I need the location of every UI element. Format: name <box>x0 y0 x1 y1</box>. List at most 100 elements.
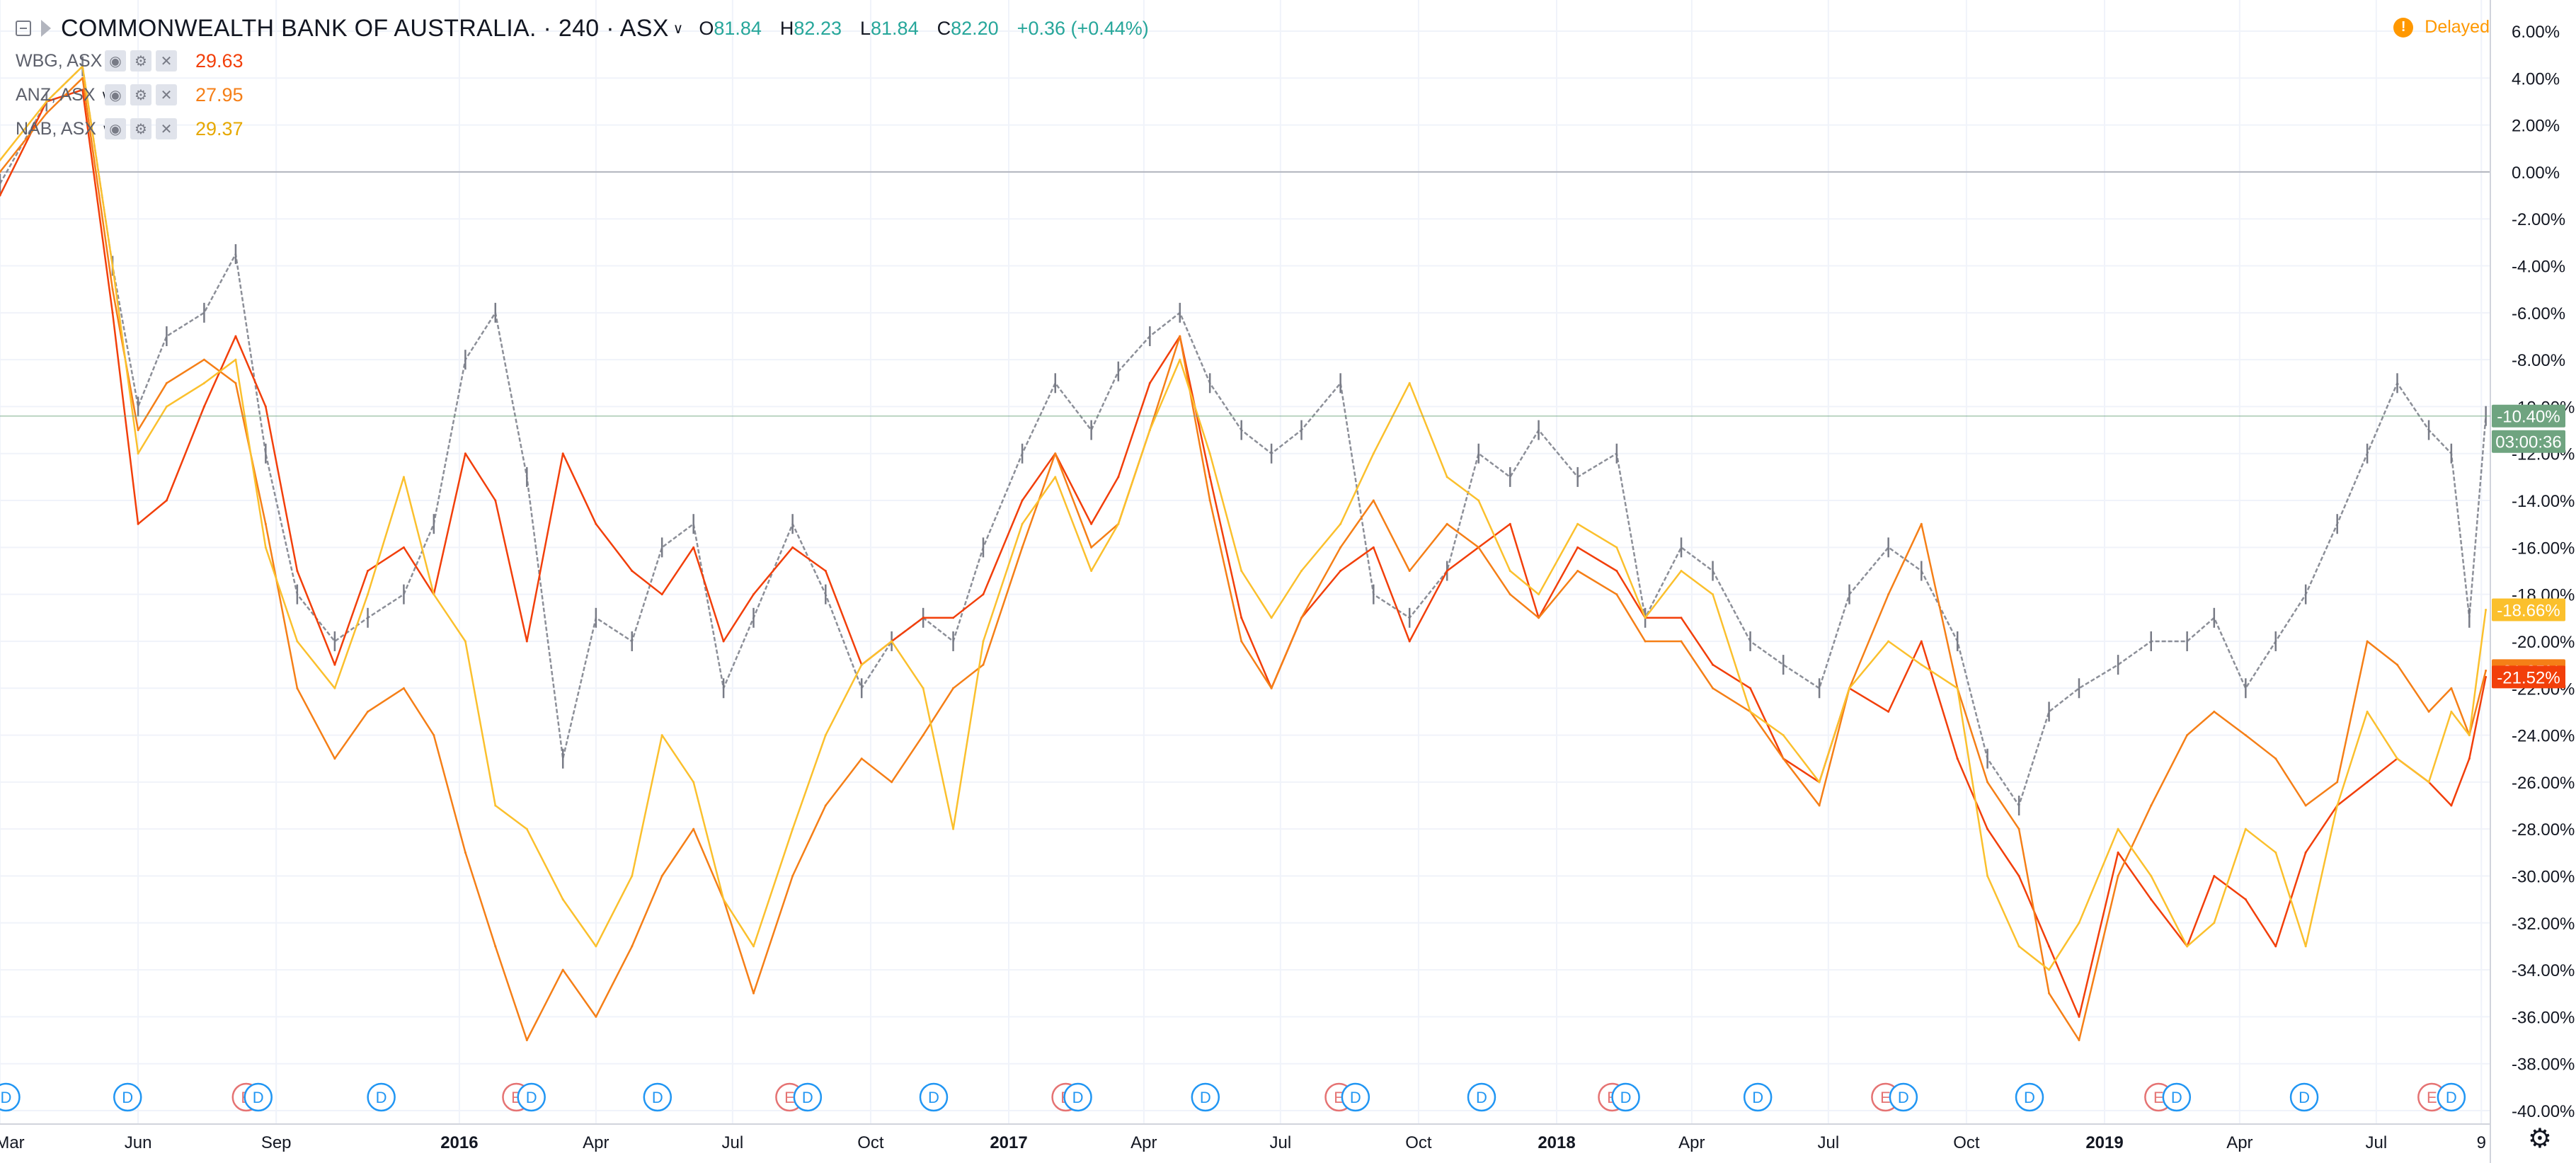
series-point <box>2186 945 2189 948</box>
series-point <box>1339 522 1342 525</box>
earnings-marker-label: E <box>784 1089 795 1106</box>
series-point <box>1887 640 1890 643</box>
series-point <box>722 640 725 643</box>
comparison-symbol[interactable]: ANZ, ASX <box>16 84 96 105</box>
y-tick-label: -34.00% <box>2512 961 2575 980</box>
close-label: C <box>937 17 951 39</box>
series-point <box>45 100 48 103</box>
series-point <box>264 546 267 549</box>
comparison-symbol[interactable]: NAB, ASX <box>16 118 96 139</box>
dividend-marker <box>2162 1082 2192 1112</box>
flag-icon[interactable] <box>41 20 51 37</box>
series-line-anz <box>0 77 2487 1041</box>
dividend-marker-label: D <box>2299 1089 2310 1106</box>
series-point <box>2150 804 2153 807</box>
series-line-main <box>0 64 2487 808</box>
dividend-marker-label: D <box>122 1089 133 1106</box>
last-value-badge <box>2492 430 2565 453</box>
dividend-marker <box>793 1082 823 1112</box>
series-point <box>402 687 405 689</box>
series-point <box>2048 968 2051 971</box>
series-point <box>692 827 695 830</box>
series-point <box>2017 827 2020 830</box>
series-point <box>1509 522 1511 525</box>
close-number: 82.20 <box>951 17 999 39</box>
series-point <box>824 804 827 807</box>
collapse-icon[interactable] <box>16 21 31 36</box>
series-point <box>1576 546 1579 549</box>
series-point <box>631 570 634 572</box>
series-point <box>860 757 863 760</box>
series-point <box>1179 358 1181 361</box>
dividend-marker <box>1191 1082 1220 1112</box>
x-tick-label: Jun <box>125 1133 152 1152</box>
series-point <box>2427 710 2430 713</box>
series-point <box>922 734 925 737</box>
dividend-marker-label: D <box>802 1089 813 1106</box>
y-tick-label: -40.00% <box>2512 1102 2575 1121</box>
series-point <box>2485 675 2488 678</box>
series-point <box>752 992 755 995</box>
series-point <box>333 663 336 666</box>
comparison-row-anz[interactable]: ANZ, ASX∨ ◉ ⚙ ✕ 27.95 <box>16 78 1149 112</box>
series-point <box>81 65 84 68</box>
comparison-symbol[interactable]: WBG, ASX <box>16 50 103 71</box>
last-value-badge <box>2492 404 2565 428</box>
close-icon[interactable]: ✕ <box>156 118 177 139</box>
series-point <box>660 593 663 596</box>
series-point <box>296 687 299 689</box>
gear-icon[interactable]: ⚙ <box>130 50 151 71</box>
close-icon[interactable]: ✕ <box>156 84 177 105</box>
eye-icon[interactable]: ◉ <box>105 118 126 139</box>
series-point <box>2336 781 2339 784</box>
x-tick-label: 2017 <box>990 1133 1027 1152</box>
series-point <box>494 804 497 807</box>
series-point <box>2244 898 2247 901</box>
series-point <box>922 687 925 689</box>
series-point <box>824 734 827 737</box>
series-point <box>1054 452 1057 455</box>
series-point <box>1446 570 1448 572</box>
dividend-marker <box>113 1082 142 1112</box>
x-tick-label: Jul <box>1817 1133 1839 1152</box>
series-point <box>1117 522 1120 525</box>
dividend-marker <box>2015 1082 2044 1112</box>
chevron-down-icon[interactable]: ∨ <box>672 21 684 37</box>
eye-icon[interactable]: ◉ <box>105 50 126 71</box>
series-point <box>202 405 205 408</box>
series-point <box>722 898 725 901</box>
high-value: H82.23 <box>780 18 842 40</box>
series-point <box>2366 710 2369 713</box>
series-point <box>2117 827 2119 830</box>
y-tick-label: 2.00% <box>2512 117 2560 136</box>
series-point <box>2427 781 2430 784</box>
series-point <box>525 1039 528 1042</box>
close-icon[interactable]: ✕ <box>156 50 177 71</box>
series-point <box>494 499 497 502</box>
gear-icon[interactable]: ⚙ <box>2527 1124 2552 1154</box>
symbol-title[interactable]: COMMONWEALTH BANK OF AUSTRALIA. · 240 · … <box>61 14 669 42</box>
series-point <box>1372 452 1375 455</box>
series-point <box>2304 851 2307 854</box>
series-point <box>1148 429 1151 432</box>
series-point <box>464 851 466 854</box>
series-point <box>631 945 634 948</box>
gear-icon[interactable]: ⚙ <box>130 84 151 105</box>
dividend-marker <box>0 1082 21 1112</box>
comparison-row-wbg[interactable]: WBG, ASX∨ ◉ ⚙ ✕ 29.63 <box>16 44 1149 78</box>
gear-icon[interactable]: ⚙ <box>130 118 151 139</box>
comparison-row-nab[interactable]: NAB, ASX∨ ◉ ⚙ ✕ 29.37 <box>16 112 1149 146</box>
series-point <box>0 194 1 197</box>
eye-icon[interactable]: ◉ <box>105 84 126 105</box>
series-point <box>494 945 497 948</box>
series-point <box>1712 663 1715 666</box>
series-point <box>1576 570 1579 572</box>
series-point <box>111 265 114 268</box>
series-point <box>982 663 985 666</box>
last-value-label: -10.40% <box>2497 408 2560 427</box>
delayed-badge[interactable]: ! Delayed <box>2393 17 2490 38</box>
low-value: L81.84 <box>860 18 919 40</box>
dividend-marker-label: D <box>1620 1089 1632 1106</box>
